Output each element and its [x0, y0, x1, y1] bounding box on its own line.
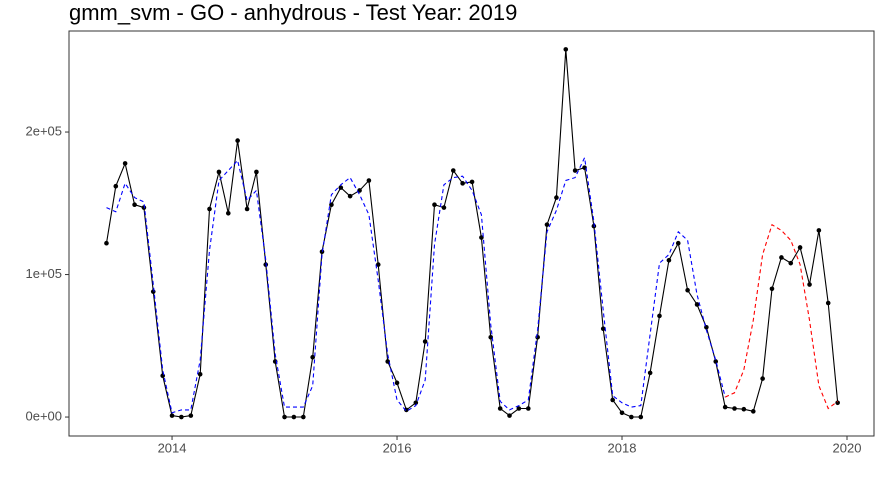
data-point [479, 235, 484, 240]
data-point [666, 257, 672, 263]
data-point [338, 185, 344, 190]
data-point [441, 205, 447, 210]
data-point [310, 354, 315, 360]
data-point [216, 169, 222, 175]
data-point [244, 206, 250, 212]
data-point [301, 414, 306, 420]
data-point [741, 406, 747, 412]
series-line [724, 223, 839, 410]
x-tick-label: 2014 [158, 440, 187, 455]
data-point [104, 240, 109, 246]
data-point [760, 376, 765, 381]
data-point [675, 240, 681, 246]
data-point [197, 371, 203, 377]
data-point [169, 413, 175, 418]
plot-frame [68, 30, 875, 437]
data-point [207, 206, 212, 212]
y-tick-label: 0e+00 [25, 408, 62, 423]
y-tick-label: 2e+05 [25, 123, 62, 138]
x-tick-label: 2018 [608, 440, 637, 455]
chart-title: gmm_svm - GO - anhydrous - Test Year: 20… [69, 0, 517, 25]
x-tick-label: 2016 [383, 440, 412, 455]
data-point [497, 406, 503, 411]
data-point [375, 262, 381, 267]
data-point [825, 300, 831, 306]
x-tick-label: 2020 [833, 440, 862, 455]
data-point [432, 202, 437, 208]
data-point [150, 289, 156, 294]
data-point [366, 178, 372, 183]
data-point [160, 373, 166, 379]
data-point [713, 359, 719, 364]
data-point [685, 287, 690, 293]
data-point [450, 168, 456, 173]
data-point [807, 282, 812, 287]
data-point [179, 414, 184, 420]
data-point [394, 380, 400, 386]
data-point [526, 406, 531, 411]
data-point [610, 397, 615, 403]
data-point [797, 245, 803, 250]
data-point [460, 181, 465, 186]
data-point [535, 334, 540, 340]
data-point [141, 205, 147, 210]
data-point [694, 302, 700, 307]
data-point [329, 202, 334, 208]
data-point [516, 406, 522, 411]
series-line [105, 49, 839, 418]
data-point [600, 326, 606, 331]
data-point [282, 414, 287, 420]
data-point [732, 406, 737, 411]
data-point [422, 339, 428, 344]
data-point [469, 179, 475, 185]
data-point [722, 404, 728, 410]
data-point [235, 138, 240, 143]
data-point [404, 407, 409, 413]
series-line [106, 155, 726, 414]
data-point [188, 413, 194, 418]
data-point [619, 410, 625, 416]
data-point [319, 249, 325, 255]
data-point [291, 414, 297, 420]
data-point [544, 222, 550, 227]
data-point [657, 313, 662, 319]
data-point [629, 414, 634, 420]
data-point [769, 286, 775, 292]
data-point [122, 161, 128, 166]
data-point [225, 210, 231, 216]
data-point [554, 195, 559, 200]
data-point [254, 169, 259, 175]
data-point [132, 202, 137, 208]
data-point [347, 193, 353, 199]
data-point [113, 183, 119, 189]
data-point [638, 414, 644, 420]
data-point [572, 168, 578, 173]
data-point [507, 413, 512, 418]
data-point [750, 409, 756, 414]
data-point [779, 255, 784, 260]
data-point [563, 47, 569, 52]
data-point [816, 228, 822, 233]
data-point [647, 370, 653, 376]
data-point [788, 260, 794, 266]
y-tick-label: 1e+05 [25, 266, 62, 281]
data-point [835, 400, 840, 406]
